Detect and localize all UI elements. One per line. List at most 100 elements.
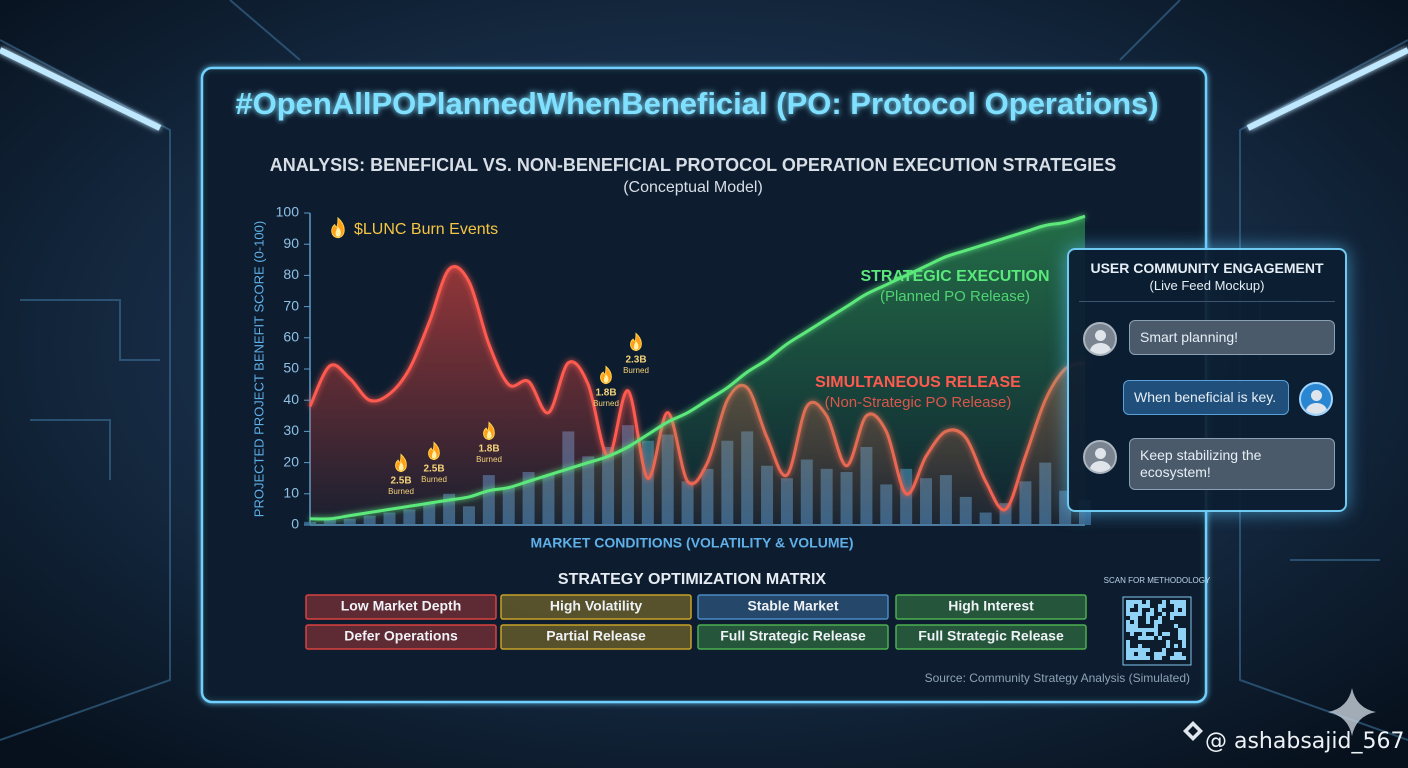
qr-cell — [1142, 636, 1146, 640]
burn-label: Burned — [593, 399, 619, 408]
y-tick-label: 20 — [283, 453, 299, 469]
qr-cell — [1182, 656, 1186, 660]
matrix-cell-label: Full Strategic Release — [918, 628, 1064, 644]
matrix-cell-label: High Volatility — [550, 598, 643, 614]
watermark: @ ashabsajid_567 — [1205, 729, 1404, 754]
qr-cell — [1158, 652, 1162, 656]
qr-cell — [1170, 612, 1174, 616]
qr-cell — [1126, 600, 1130, 604]
flame-core — [398, 462, 404, 471]
watermark-icon — [1183, 721, 1203, 741]
chart-subtitle: (Conceptual Model) — [623, 179, 763, 196]
qr-cell — [1126, 608, 1130, 612]
qr-cell — [1178, 612, 1182, 616]
qr-cell — [1138, 608, 1142, 612]
qr-cell — [1150, 608, 1154, 612]
series-note: (Planned PO Release) — [880, 288, 1030, 305]
qr-cell — [1182, 604, 1186, 608]
qr-cell — [1146, 600, 1150, 604]
qr-cell — [1162, 600, 1166, 604]
qr-cell — [1154, 624, 1158, 628]
qr-cell — [1134, 648, 1138, 652]
matrix-cell-label: Defer Operations — [344, 628, 458, 644]
qr-cell — [1142, 648, 1146, 652]
matrix-cell — [500, 594, 692, 620]
light — [1246, 47, 1408, 131]
avatar — [1083, 440, 1117, 474]
qr-cell — [1154, 632, 1158, 636]
qr-cell — [1130, 600, 1134, 604]
matrix-cell-label: Stable Market — [747, 598, 838, 614]
y-tick-label: 90 — [283, 235, 299, 251]
series-label: SIMULTANEOUS RELEASE — [815, 374, 1021, 391]
avatar — [1083, 322, 1117, 356]
qr-cell — [1158, 604, 1162, 608]
series-note: (Non-Strategic PO Release) — [825, 394, 1012, 411]
qr-cell — [1170, 616, 1174, 620]
qr-cell — [1126, 604, 1130, 608]
flame-core — [603, 374, 609, 383]
qr-cell — [1142, 604, 1146, 608]
qr-cell — [1178, 652, 1182, 656]
chat-message: When beneficial is key. — [1123, 380, 1289, 415]
burn-legend: $LUNC Burn Events — [354, 221, 498, 238]
qr-cell — [1142, 628, 1146, 632]
qr-cell — [1158, 608, 1162, 612]
qr-cell — [1134, 620, 1138, 624]
qr-cell — [1138, 612, 1142, 616]
qr-cell — [1174, 652, 1178, 656]
qr-cell — [1162, 612, 1166, 616]
qr-cell — [1134, 624, 1138, 628]
qr-cell — [1146, 648, 1150, 652]
y-tick-label: 30 — [283, 422, 299, 438]
qr-cell — [1130, 604, 1134, 608]
qr-cell — [1138, 628, 1142, 632]
qr-cell — [1174, 600, 1178, 604]
qr-cell — [1174, 604, 1178, 608]
burn-amount: 2.3B — [625, 355, 646, 366]
qr-cell — [1154, 628, 1158, 632]
qr-cell — [1154, 656, 1158, 660]
qr-cell — [1150, 628, 1154, 632]
qr-cell — [1174, 608, 1178, 612]
qr-cell — [1162, 604, 1166, 608]
qr-cell — [1182, 628, 1186, 632]
qr-cell — [1146, 604, 1150, 608]
qr-cell — [1126, 612, 1130, 616]
chat-message: Smart planning! — [1129, 320, 1335, 355]
y-tick-label: 50 — [283, 360, 299, 376]
qr-cell — [1138, 600, 1142, 604]
chat-subtitle: (Live Feed Mockup) — [1079, 278, 1335, 302]
matrix-cell-label: Low Market Depth — [341, 598, 462, 614]
y-tick-label: 80 — [283, 266, 299, 282]
qr-cell — [1142, 652, 1146, 656]
qr-cell — [1130, 648, 1134, 652]
qr-cell — [1166, 632, 1170, 636]
qr-cell — [1126, 628, 1130, 632]
qr-cell — [1170, 656, 1174, 660]
qr-cell — [1162, 632, 1166, 636]
qr-cell — [1146, 612, 1150, 616]
y-tick-label: 100 — [276, 204, 300, 220]
qr-cell — [1182, 632, 1186, 636]
qr-cell — [1182, 644, 1186, 648]
qr-cell — [1166, 644, 1170, 648]
page-title: #OpenAllPOPlannedWhenBeneficial (PO: Pro… — [235, 86, 1158, 121]
y-tick-label: 10 — [283, 485, 299, 501]
qr-cell — [1178, 604, 1182, 608]
qr-cell — [1138, 604, 1142, 608]
qr-cell — [1146, 616, 1150, 620]
qr-cell — [1126, 620, 1130, 624]
flame-core — [633, 341, 639, 350]
matrix-cell-label: High Interest — [948, 598, 1034, 614]
qr-cell — [1170, 600, 1174, 604]
qr-cell — [1174, 644, 1178, 648]
burn-label: Burned — [623, 366, 649, 375]
qr-cell — [1138, 636, 1142, 640]
qr-cell — [1142, 632, 1146, 636]
qr-cell — [1126, 652, 1130, 656]
qr-cell — [1174, 656, 1178, 660]
matrix-cell — [305, 594, 497, 620]
flame-core — [335, 226, 341, 237]
y-tick-label: 60 — [283, 329, 299, 345]
